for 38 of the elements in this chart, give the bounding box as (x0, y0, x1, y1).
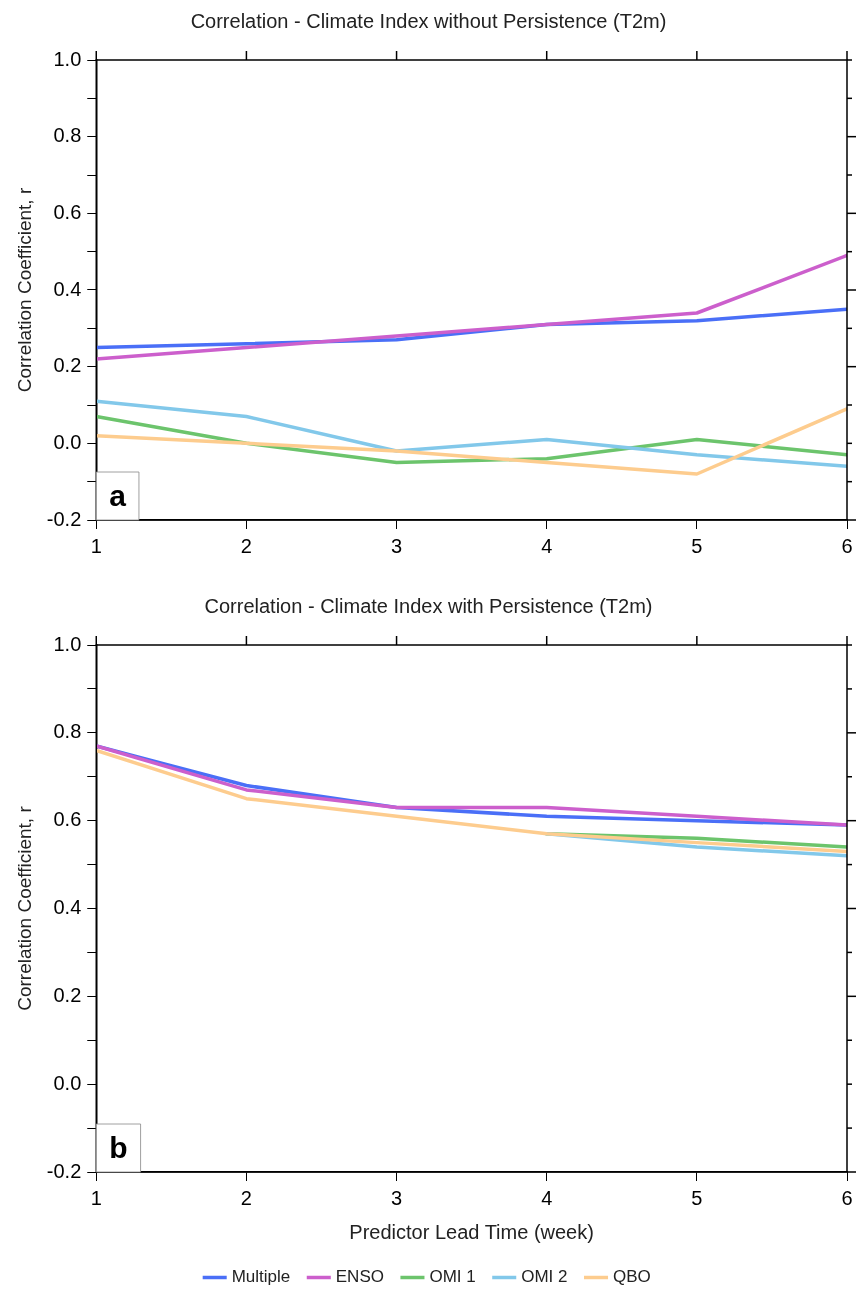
legend-label: Multiple (231, 1267, 291, 1287)
y-tick-label: 0.8 (53, 124, 82, 147)
y-tick-label: 1.0 (53, 47, 82, 70)
x-tick-label: 3 (391, 534, 403, 557)
y-tick-label: 1.0 (53, 632, 82, 655)
legend-label: ENSO (335, 1267, 384, 1287)
annotation: b (109, 1131, 128, 1165)
y-axis-title: Correlation Coefficient, r (13, 187, 35, 393)
y-tick-label: 0.2 (53, 354, 82, 377)
y-tick-label: -0.2 (46, 1159, 82, 1182)
y-tick-label: 0.6 (53, 808, 82, 831)
y-tick-label: 0.0 (53, 1071, 82, 1094)
annotation: a (109, 479, 127, 513)
x-tick-label: 1 (90, 1186, 102, 1209)
legend-label: OMI 1 (429, 1267, 476, 1287)
x-tick-label: 6 (841, 1186, 853, 1209)
y-axis-title: Correlation Coefficient, r (13, 805, 35, 1011)
y-tick-label: 0.8 (53, 720, 82, 743)
y-tick-label: -0.2 (46, 507, 82, 530)
legend-label: QBO (613, 1267, 651, 1287)
x-tick-label: 2 (240, 1186, 252, 1209)
y-tick-label: 0.4 (53, 896, 82, 919)
chart-title: Correlation - Climate Index without Persistence (T2m) (190, 9, 667, 32)
x-tick-label: 2 (240, 534, 252, 557)
y-tick-label: 0.0 (53, 430, 82, 453)
y-tick-label: 0.6 (53, 200, 82, 223)
x-tick-label: 4 (541, 534, 553, 557)
y-tick-label: 0.4 (53, 277, 82, 300)
x-tick-label: 1 (90, 534, 102, 557)
legend-label: OMI 2 (521, 1267, 568, 1287)
y-tick-label: 0.2 (53, 983, 82, 1006)
x-tick-label: 6 (841, 534, 853, 557)
chart-title: Correlation - Climate Index with Persistence (T2m) (204, 594, 653, 617)
x-tick-label: 3 (391, 1186, 403, 1209)
x-tick-label: 4 (541, 1186, 553, 1209)
x-axis-title: Predictor Lead Time (week) (349, 1220, 594, 1243)
x-tick-label: 5 (691, 534, 703, 557)
x-tick-label: 5 (691, 1186, 703, 1209)
